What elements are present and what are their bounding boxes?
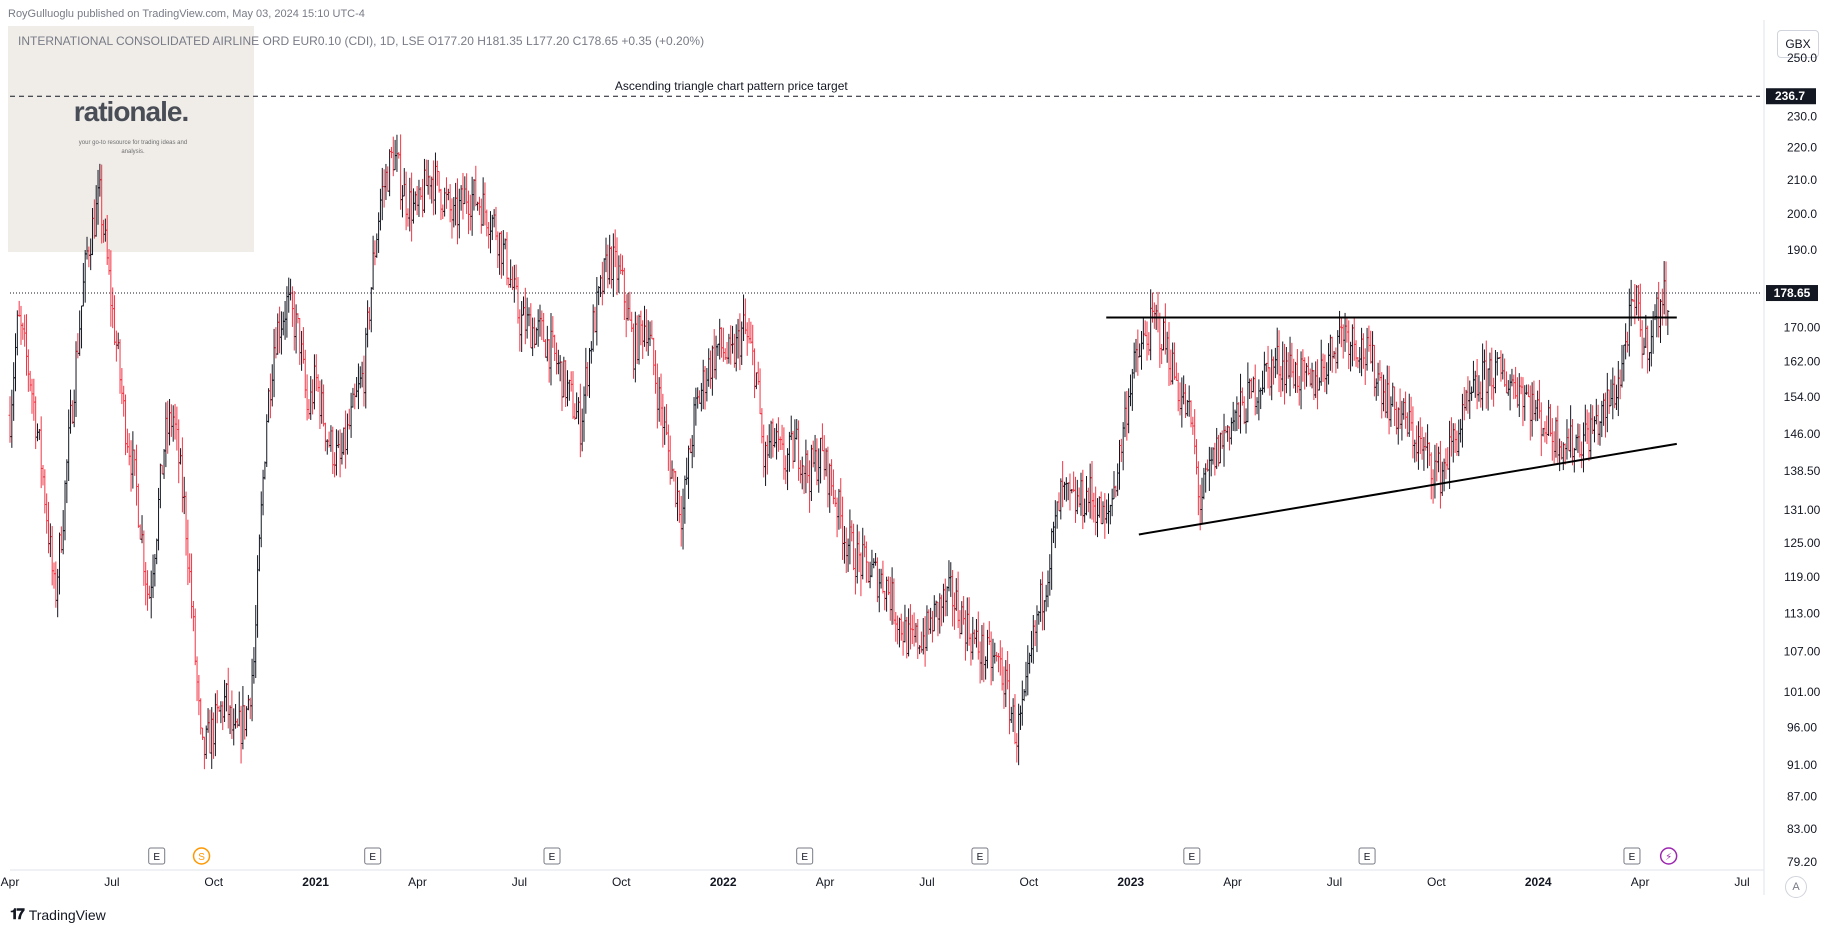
y-tick-label: 250.0 (1787, 51, 1817, 65)
x-tick-label: 2024 (1525, 875, 1552, 889)
earnings-event-marker[interactable] (1358, 847, 1376, 865)
x-tick-label: 2023 (1117, 875, 1144, 889)
y-tick-label: 119.00 (1784, 570, 1820, 584)
logo-tagline: your go-to resource for trading ideas an… (78, 140, 188, 155)
x-tick-label: Oct (1427, 875, 1446, 889)
x-tick-label: Oct (612, 875, 631, 889)
y-tick-label: 190.0 (1787, 243, 1817, 257)
earnings-event-marker[interactable] (364, 847, 382, 865)
earnings-event-label: E (977, 852, 984, 863)
target-price-tag (1766, 88, 1816, 105)
y-tick-label: 125.00 (1784, 536, 1821, 550)
x-tick-label: Apr (816, 875, 835, 889)
x-tick-label: 2021 (302, 875, 329, 889)
earnings-event-marker[interactable] (796, 847, 814, 865)
currency-unit-button[interactable]: GBX (1777, 30, 1819, 58)
trendline-support[interactable] (1138, 442, 1677, 536)
x-tick-label: Apr (1, 875, 20, 889)
y-tick-label: 101.00 (1784, 685, 1821, 699)
earnings-event-marker[interactable] (1183, 847, 1201, 865)
watermark-logo: rationale. your go-to resource for tradi… (8, 26, 254, 252)
y-tick-label: 230.0 (1787, 109, 1817, 123)
y-tick-label: 170.00 (1784, 321, 1821, 335)
publisher-line: RoyGulluoglu published on TradingView.co… (8, 8, 365, 20)
logo-word: rationale. (73, 96, 189, 127)
brand-name: TradingView (28, 906, 106, 923)
y-tick-label: 79.20 (1787, 855, 1817, 869)
earnings-event-marker[interactable] (971, 847, 989, 865)
x-tick-label: Jul (1327, 875, 1342, 889)
split-event-marker[interactable] (192, 847, 211, 865)
y-tick-label: 91.00 (1787, 758, 1817, 772)
tradingview-logo-icon: 𝟏𝟕 (10, 906, 25, 923)
x-tick-label: Apr (1631, 875, 1650, 889)
earnings-event-marker[interactable] (543, 847, 561, 865)
earnings-event-label: E (1364, 852, 1371, 863)
x-tick-label: Apr (408, 875, 427, 889)
earnings-event-label: E (369, 852, 376, 863)
flash-event-label: ⚡ (1665, 852, 1672, 863)
earnings-event-label: E (801, 852, 808, 863)
y-tick-label: 96.00 (1787, 720, 1817, 734)
y-tick-label: 131.00 (1784, 503, 1821, 517)
x-tick-label: Jul (919, 875, 934, 889)
y-tick-label: 220.0 (1787, 140, 1817, 154)
x-tick-label: Apr (1223, 875, 1242, 889)
x-tick-label: Jul (512, 875, 527, 889)
y-tick-label: 154.00 (1784, 390, 1821, 404)
earnings-event-label: E (153, 852, 160, 863)
y-tick-label: 87.00 (1787, 789, 1817, 803)
x-tick-label: Jul (1734, 875, 1749, 889)
split-event-label: S (198, 852, 205, 863)
earnings-event-marker[interactable] (1623, 847, 1641, 865)
x-tick-label: Oct (1019, 875, 1038, 889)
y-tick-label: 107.00 (1784, 645, 1821, 659)
symbol-legend: INTERNATIONAL CONSOLIDATED AIRLINE ORD E… (18, 34, 705, 48)
y-tick-label: 210.0 (1787, 173, 1817, 187)
y-tick-label: 138.50 (1784, 464, 1821, 478)
x-tick-label: Jul (104, 875, 119, 889)
earnings-event-label: E (549, 852, 556, 863)
x-tick-label: Oct (204, 875, 223, 889)
price-target-annotation: Ascending triangle chart pattern price t… (615, 79, 848, 93)
earnings-event-label: E (1629, 852, 1636, 863)
x-tick-label: 2022 (710, 875, 737, 889)
tradingview-brand[interactable]: 𝟏𝟕 TradingView (10, 906, 106, 923)
target-price-label: 236.7 (1775, 89, 1805, 103)
y-tick-label: 146.00 (1784, 427, 1821, 441)
earnings-event-label: E (1188, 852, 1195, 863)
y-tick-label: 200.0 (1787, 207, 1817, 221)
y-tick-label: 162.00 (1784, 354, 1821, 368)
y-tick-label: 113.00 (1784, 606, 1820, 620)
auto-scale-button[interactable]: A (1785, 876, 1807, 898)
last-price-tag (1766, 285, 1818, 302)
last-price-label: 178.65 (1774, 286, 1811, 300)
flash-event-icon[interactable] (1659, 847, 1678, 865)
y-tick-label: 83.00 (1787, 822, 1817, 836)
earnings-event-marker[interactable] (148, 847, 166, 865)
